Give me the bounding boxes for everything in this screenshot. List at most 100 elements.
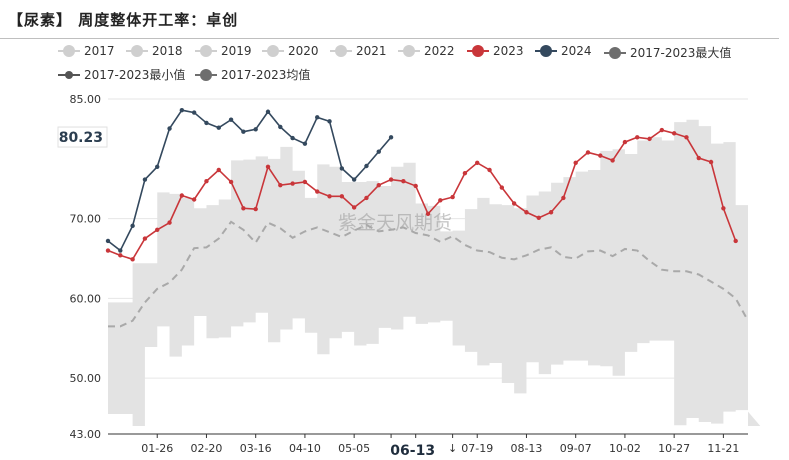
x-tick-label: 10-02 (609, 442, 641, 455)
legend-item-2018[interactable]: 2018 (126, 44, 183, 58)
legend-item-2019[interactable]: 2019 (195, 44, 252, 58)
data-point-2023 (425, 211, 431, 217)
data-point-2023 (105, 248, 111, 253)
data-point-2023 (142, 236, 148, 241)
data-point-2023 (179, 193, 185, 198)
data-point-2023 (462, 170, 468, 176)
x-tick-label: 10-27 (658, 442, 690, 455)
legend-item-2021[interactable]: 2021 (330, 44, 387, 58)
chart-title: 【尿素】 周度整体开工率：卓创 (8, 11, 239, 29)
data-point-2023 (216, 167, 221, 173)
x-tick-label: 11-21 (707, 442, 739, 455)
legend-label: 2018 (152, 44, 183, 58)
legend-item-2024[interactable]: 2024 (535, 44, 592, 58)
legend-marker-icon (195, 45, 217, 57)
legend-label: 2022 (424, 44, 455, 58)
data-point-2024 (253, 127, 258, 132)
axes (108, 433, 748, 438)
data-point-2024 (315, 115, 320, 120)
data-point-2023 (733, 238, 738, 244)
x-tick-label: 04-10 (289, 442, 321, 455)
data-point-2024 (364, 163, 369, 169)
data-point-2023 (413, 183, 418, 189)
legend-marker-icon (330, 45, 352, 57)
y-highlight-label: 80.23 (59, 130, 103, 146)
data-point-2023 (228, 179, 234, 185)
legend-item-mean[interactable]: 2017-2023均值 (195, 66, 310, 83)
data-point-2023 (302, 179, 308, 185)
data-point-2024 (191, 110, 197, 115)
x-tick-label: 01-26 (141, 442, 173, 455)
data-point-2023 (721, 206, 726, 211)
legend-item-2017[interactable]: 2017 (58, 44, 115, 58)
data-point-2024 (228, 117, 234, 122)
data-point-2023 (450, 194, 455, 200)
legend-marker-icon (126, 45, 148, 57)
x-tick-label: 03-16 (240, 442, 272, 455)
legend-item-2023[interactable]: 2023 (467, 44, 524, 58)
x-tick-label: 09-07 (560, 442, 592, 455)
data-point-2024 (118, 248, 123, 253)
legend-label: 2017-2023最大值 (630, 46, 732, 60)
y-tick-label: 70.00 (70, 213, 102, 226)
data-point-2023 (487, 167, 492, 173)
data-point-2023 (315, 189, 320, 194)
legend-item-min[interactable]: 2017-2023最小值 (58, 66, 185, 83)
legend-label: 2024 (561, 44, 592, 58)
data-point-2024 (216, 125, 221, 130)
data-point-2023 (351, 205, 357, 210)
legend-item-2020[interactable]: 2020 (262, 44, 319, 58)
legend-marker-icon (398, 45, 420, 57)
range-band (108, 119, 761, 427)
legend-label: 2020 (288, 44, 319, 58)
x-highlight-bg (387, 438, 444, 460)
chart-legend: 2017 2018 2019 2020 2021 2022 2023 2024 … (0, 40, 789, 84)
series-line-2023 (107, 129, 737, 261)
data-point-2024 (302, 141, 308, 146)
y-tick-label: 50.00 (70, 372, 102, 385)
legend-label: 2017 (84, 44, 115, 58)
data-point-2023 (401, 178, 406, 184)
data-point-2023 (388, 177, 394, 182)
data-point-2024 (351, 177, 357, 182)
data-point-2024 (339, 166, 345, 171)
y-highlight-bg (57, 126, 108, 148)
data-point-2024 (179, 107, 185, 113)
legend-label: 2017-2023最小值 (84, 68, 186, 82)
data-point-2023 (118, 253, 123, 258)
legend-label: 2023 (493, 44, 524, 58)
data-point-2023 (155, 227, 160, 233)
data-point-2023 (475, 160, 480, 166)
data-point-2024 (155, 164, 160, 169)
data-point-2023 (610, 158, 615, 163)
legend-marker-icon (604, 46, 626, 59)
data-point-2023 (130, 257, 135, 262)
legend-marker-icon (467, 45, 489, 57)
legend-item-2022[interactable]: 2022 (398, 44, 455, 58)
data-point-2023 (364, 195, 369, 201)
title-divider (0, 38, 779, 39)
legend-item-max[interactable]: 2017-2023最大值 (604, 44, 731, 61)
data-point-2023 (278, 182, 283, 188)
x-tick-label: 07-19 (461, 442, 493, 455)
legend-marker-icon (535, 45, 557, 57)
x-tick-label: 08-13 (510, 442, 542, 455)
legend-label: 2017-2023均值 (221, 68, 311, 82)
data-point-2023 (376, 182, 381, 188)
series-line-2024 (107, 109, 392, 252)
data-point-2023 (548, 210, 554, 215)
data-point-2023 (647, 136, 652, 142)
data-point-2023 (327, 194, 332, 199)
data-point-2023 (265, 164, 271, 169)
y-tick-label: 43.00 (70, 428, 102, 441)
data-point-2023 (241, 206, 246, 211)
y-tick-label: 85.00 (70, 93, 102, 106)
data-point-2023 (671, 131, 677, 136)
x-tick-label: ↓ (448, 442, 457, 455)
legend-label: 2021 (356, 44, 387, 58)
data-point-2024 (388, 135, 394, 140)
data-point-2023 (253, 206, 258, 212)
data-point-2023 (204, 178, 209, 184)
data-point-2023 (536, 215, 541, 221)
y-tick-label: 60.00 (70, 292, 102, 305)
